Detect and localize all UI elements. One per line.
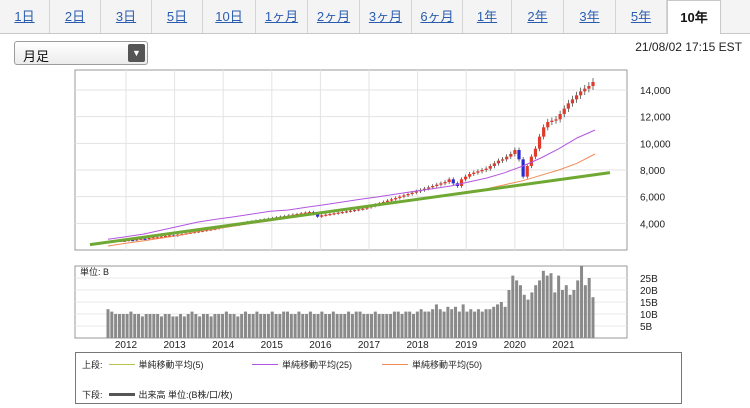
legend-volume: 出来高 単位:(B株/口/枚) xyxy=(138,390,233,400)
tab-2[interactable]: 3日 xyxy=(101,0,152,33)
tab-7[interactable]: 3ヶ月 xyxy=(360,0,412,33)
tab-9[interactable]: 1年 xyxy=(463,0,512,33)
tab-8[interactable]: 6ヶ月 xyxy=(412,0,463,33)
legend: 上段: 単純移動平均(5) 単純移動平均(25) 単純移動平均(50) 下段: … xyxy=(75,352,682,404)
period-select[interactable]: 月足 ▼ xyxy=(14,41,148,65)
period-select-value: 月足 xyxy=(23,49,50,64)
period-tabs: 1日 2日 3日 5日 10日 1ヶ月 2ヶ月 3ヶ月 6ヶ月 1年 2年 3年 5年 10年 xyxy=(0,0,750,34)
legend-ma25-swatch xyxy=(252,364,278,365)
tab-3[interactable]: 5日 xyxy=(152,0,203,33)
tab-12[interactable]: 5年 xyxy=(616,0,667,33)
legend-upper-label: 上段: xyxy=(82,360,103,370)
legend-lower-label: 下段: xyxy=(82,390,103,400)
tab-0[interactable]: 1日 xyxy=(0,0,50,33)
tab-6[interactable]: 2ヶ月 xyxy=(308,0,360,33)
tab-5[interactable]: 1ヶ月 xyxy=(256,0,308,33)
tab-10[interactable]: 2年 xyxy=(512,0,564,33)
tab-1[interactable]: 2日 xyxy=(50,0,101,33)
legend-ma5: 単純移動平均(5) xyxy=(138,360,204,370)
tab-4[interactable]: 10日 xyxy=(203,0,256,33)
legend-ma50: 単純移動平均(50) xyxy=(412,360,483,370)
timestamp: 21/08/02 17:15 EST xyxy=(635,40,742,54)
legend-ma25: 単純移動平均(25) xyxy=(282,360,353,370)
legend-ma50-item: 単純移動平均(50) xyxy=(376,358,482,371)
legend-upper: 上段: 単純移動平均(5) xyxy=(82,358,204,371)
legend-lower: 下段: 出来高 単位:(B株/口/枚) xyxy=(82,388,233,401)
legend-volume-swatch xyxy=(108,393,135,396)
legend-ma25-item: 単純移動平均(25) xyxy=(246,358,352,371)
chevron-down-icon[interactable]: ▼ xyxy=(128,44,145,62)
legend-ma5-swatch xyxy=(108,364,135,365)
legend-ma50-swatch xyxy=(382,364,408,365)
tab-13[interactable]: 10年 xyxy=(667,0,721,34)
tab-11[interactable]: 3年 xyxy=(564,0,616,33)
